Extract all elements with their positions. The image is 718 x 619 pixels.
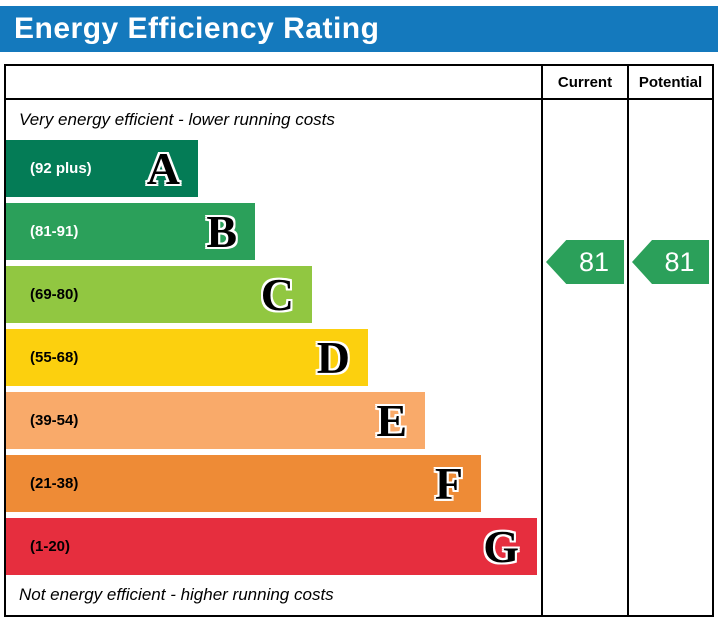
potential-rating-column: 81 bbox=[627, 100, 712, 615]
potential-rating-arrow: 81 bbox=[632, 240, 709, 284]
band-range-label: (81-91) bbox=[30, 223, 79, 240]
title-bar: Energy Efficiency Rating bbox=[0, 6, 718, 52]
current-rating-column: 81 bbox=[541, 100, 627, 615]
bands-area: Very energy efficient - lower running co… bbox=[6, 100, 541, 615]
page-title: Energy Efficiency Rating bbox=[14, 12, 380, 45]
band-row-f: (21-38) F bbox=[6, 455, 481, 512]
bottom-caption: Not energy efficient - higher running co… bbox=[19, 585, 334, 604]
band-range-label: (69-80) bbox=[30, 286, 79, 303]
header-spacer-cell bbox=[6, 66, 541, 100]
band-letter: A bbox=[146, 142, 180, 194]
bands-list: (92 plus) A (81-91) B (69-80) C (55-68) … bbox=[6, 140, 541, 575]
band-range-label: (92 plus) bbox=[30, 160, 92, 177]
current-rating-arrow: 81 bbox=[546, 240, 624, 284]
band-letter: D bbox=[316, 331, 350, 383]
current-column-header: Current bbox=[541, 66, 627, 100]
band-row-e: (39-54) E bbox=[6, 392, 425, 449]
band-letter: C bbox=[260, 268, 294, 320]
current-rating-value: 81 bbox=[578, 246, 610, 277]
band-row-c: (69-80) C bbox=[6, 266, 312, 323]
potential-rating-value: 81 bbox=[664, 246, 695, 277]
band-range-label: (39-54) bbox=[30, 412, 79, 429]
band-range-label: (21-38) bbox=[30, 475, 79, 492]
band-letter: F bbox=[434, 457, 463, 509]
band-letter: G bbox=[483, 520, 519, 572]
band-range-label: (55-68) bbox=[30, 349, 79, 366]
band-letter: B bbox=[206, 205, 237, 257]
band-row-d: (55-68) D bbox=[6, 329, 368, 386]
band-row-g: (1-20) G bbox=[6, 518, 537, 575]
band-row-b: (81-91) B bbox=[6, 203, 255, 260]
band-row-a: (92 plus) A bbox=[6, 140, 198, 197]
top-caption: Very energy efficient - lower running co… bbox=[19, 110, 335, 129]
energy-efficiency-chart: Current Potential Very energy efficient … bbox=[4, 64, 714, 617]
band-range-label: (1-20) bbox=[30, 538, 71, 555]
potential-column-header: Potential bbox=[627, 66, 712, 100]
band-letter: E bbox=[376, 394, 407, 446]
